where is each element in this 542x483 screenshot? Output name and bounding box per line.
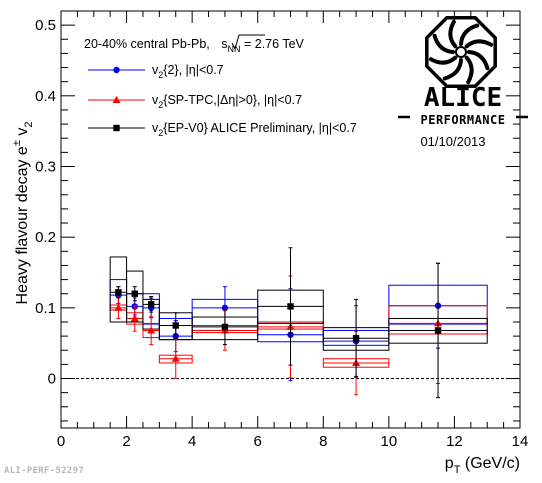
- logo-spiral-arm: [467, 50, 490, 71]
- data-point: [147, 326, 156, 334]
- y-axis-title: Heavy flavour decay e± v2: [11, 122, 35, 305]
- data-point: [434, 327, 442, 334]
- legend-label: v2{EP-V0} ALICE Preliminary, |η|<0.7: [152, 121, 357, 138]
- x-tick-label: 10: [381, 433, 398, 450]
- logo-date: 01/10/2013: [420, 134, 485, 149]
- x-tick-label: 2: [122, 433, 130, 450]
- x-tick-label: 0: [57, 433, 65, 450]
- legend-label: v2{SP-TPC,|Δη|>0}, |η|<0.7: [152, 93, 302, 110]
- plot-content: [61, 247, 520, 399]
- legend-marker: [112, 96, 121, 103]
- legend: 20-40% central Pb-Pb, sNN = 2.76 TeV v2{…: [84, 34, 357, 138]
- y-tick-label: 0.3: [35, 158, 56, 175]
- axes: 0 2 4 6 8 10 12 14 0 0.1 0.2 0.3 0.4 0.5: [35, 10, 529, 450]
- logo-spiral-arm: [459, 23, 480, 46]
- legend-marker: [113, 66, 120, 74]
- logo-center: [455, 46, 467, 58]
- x-tick-label: 14: [512, 433, 529, 450]
- x-tick-label: 8: [319, 433, 327, 450]
- data-point: [172, 322, 179, 329]
- logo-spiral-arm: [464, 55, 474, 85]
- logo-spiral-arm: [442, 58, 463, 81]
- x-tick-label: 12: [446, 433, 463, 450]
- logo-subtitle: PERFORMANCE: [421, 113, 506, 127]
- y-tick-label: 0.2: [35, 229, 56, 246]
- logo-spiral-arm: [432, 33, 455, 54]
- y-tick-label: 0: [48, 371, 56, 388]
- legend-header: 20-40% central Pb-Pb, sNN = 2.76 TeV: [84, 37, 305, 54]
- x-tick-label: 6: [254, 433, 262, 450]
- y-tick-label: 0.1: [35, 300, 56, 317]
- logo-spiral-arm: [464, 39, 494, 49]
- logo-name: ALICE: [424, 83, 502, 113]
- legend-label: v2{2}, |η|<0.7: [152, 63, 224, 80]
- data-point: [171, 354, 180, 362]
- x-axis-title: pT (GeV/c): [445, 455, 520, 476]
- logo-spiral-arm: [448, 19, 458, 49]
- data-point: [114, 303, 123, 311]
- data-point: [115, 289, 122, 296]
- watermark: ALI-PERF-52297: [4, 466, 85, 476]
- sqrt-sign: [231, 34, 265, 51]
- logo-octagon: [425, 16, 497, 88]
- logo-spiral-arm: [428, 55, 458, 65]
- data-point: [287, 303, 294, 310]
- data-point: [221, 323, 229, 331]
- data-point: [352, 335, 360, 342]
- y-tick-label: 0.4: [35, 88, 56, 105]
- y-tick-label: 0.5: [35, 17, 56, 34]
- x-tick-label: 4: [188, 433, 196, 450]
- data-point: [130, 314, 139, 322]
- data-point: [131, 290, 138, 297]
- legend-entries: v2{2}, |η|<0.7 v2{SP-TPC,|Δη|>0}, |η|<0.7…: [88, 63, 357, 138]
- legend-marker: [113, 124, 120, 132]
- alice-logo: [398, 16, 528, 119]
- data-point: [147, 301, 155, 308]
